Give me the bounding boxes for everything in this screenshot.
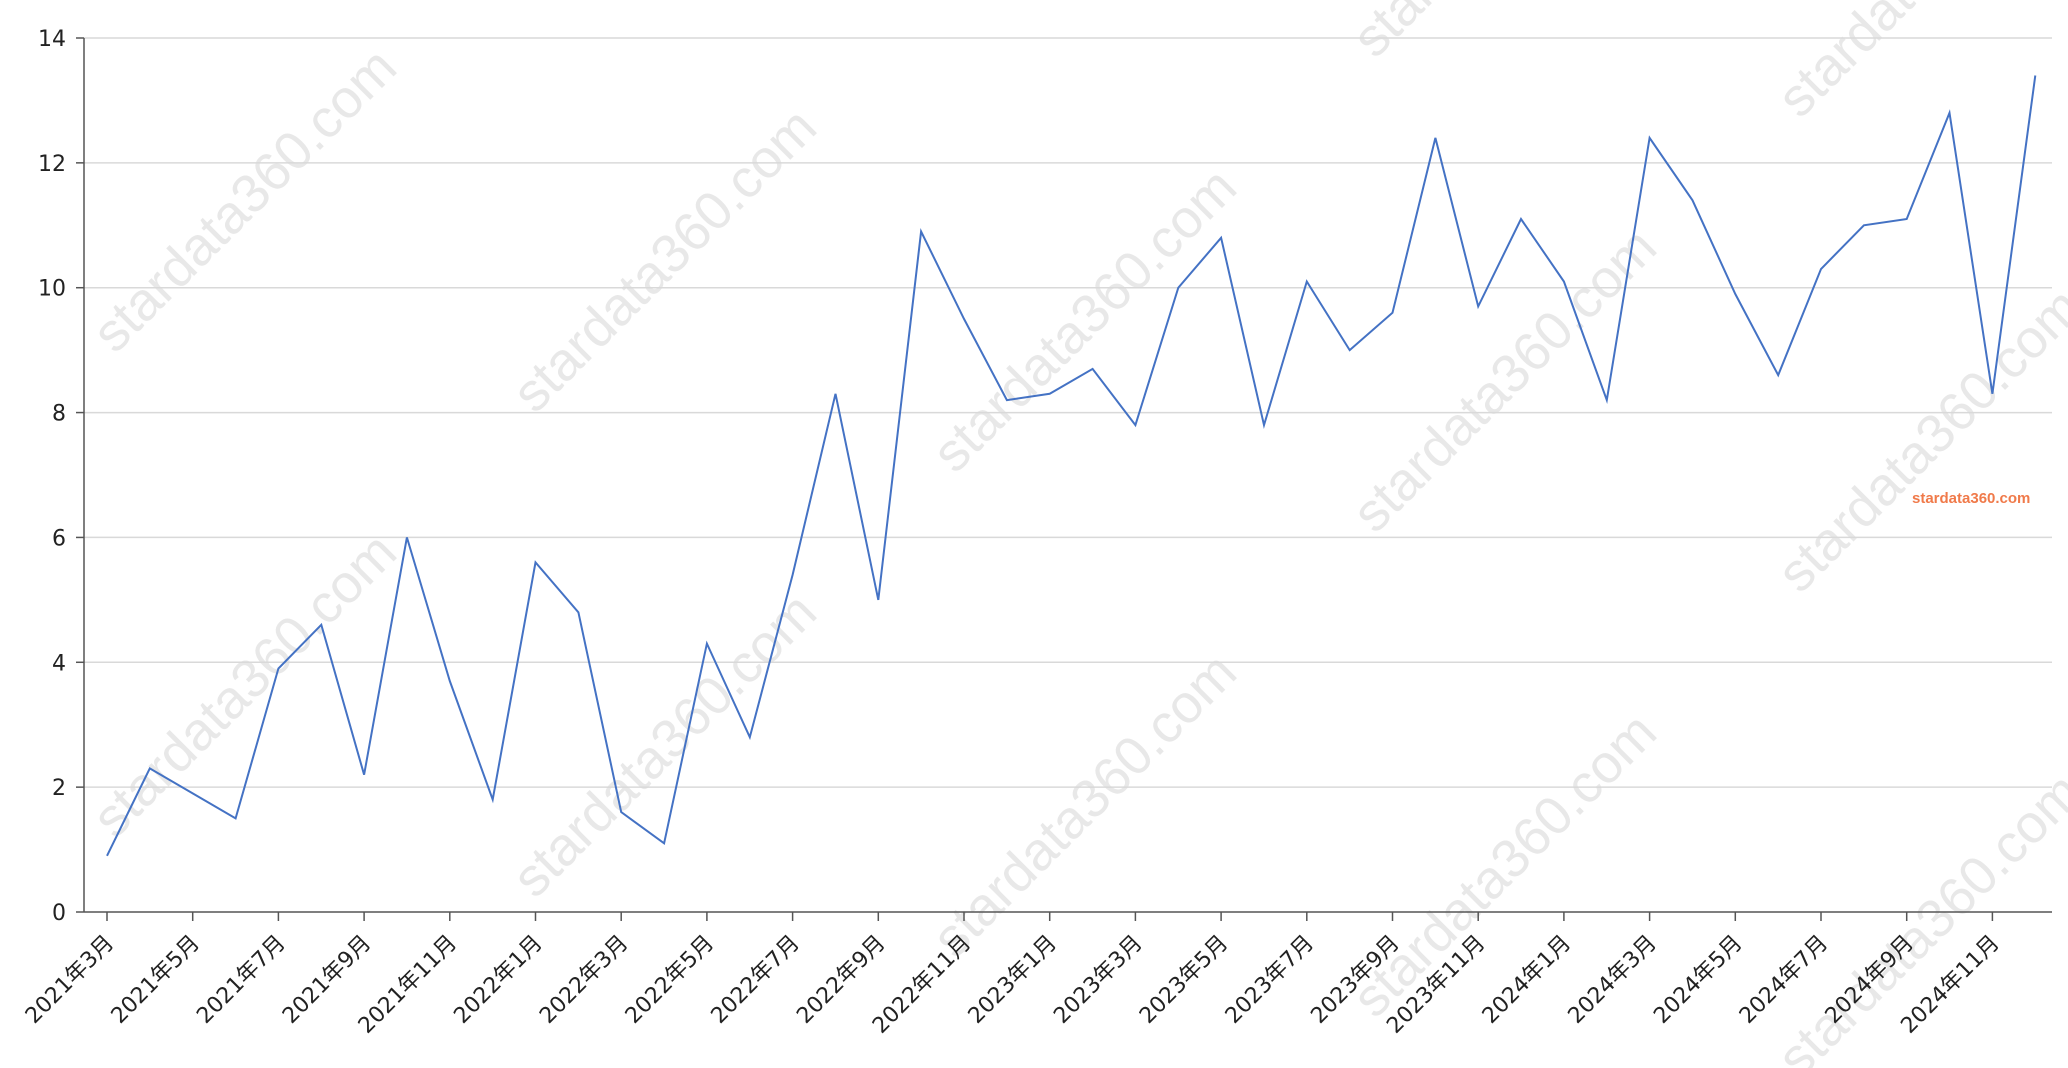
- y-tick-label: 12: [38, 152, 66, 177]
- y-tick-label: 4: [52, 651, 66, 676]
- watermark-text: stardata360.com: [921, 157, 1248, 484]
- brand-watermark: stardata360.com: [1912, 490, 2031, 507]
- x-tick-label: 2024年5月: [1649, 931, 1747, 1029]
- x-tick-label: 2021年7月: [192, 931, 290, 1029]
- x-tick-label: 2024年3月: [1564, 931, 1662, 1029]
- watermark-text: stardata360.com: [1341, 0, 1668, 68]
- watermark-text: stardata360.com: [921, 642, 1248, 969]
- y-tick-label: 0: [52, 901, 66, 926]
- x-tick-label: 2022年3月: [535, 931, 633, 1029]
- watermark-text: stardata360.com: [1766, 277, 2068, 604]
- x-tick-label: 2023年7月: [1221, 931, 1319, 1029]
- x-tick-label: 2022年7月: [707, 931, 805, 1029]
- y-tick-label: 6: [52, 526, 66, 551]
- y-tick-label: 8: [52, 402, 66, 427]
- x-tick-label: 2022年1月: [449, 931, 547, 1029]
- series-group: [106, 75, 2037, 857]
- x-tick-label: 2021年3月: [21, 931, 119, 1029]
- x-tick-label: 2022年5月: [621, 931, 719, 1029]
- y-axis: 0 2 4 6 8 10 12 14: [38, 27, 85, 926]
- watermark-text: stardata360.com: [501, 97, 828, 424]
- x-axis: 2021年3月2021年5月2021年7月2021年9月2021年11月2022…: [21, 911, 2052, 1039]
- x-tick-label: 2024年1月: [1478, 931, 1576, 1029]
- x-tick-label: 2023年5月: [1135, 931, 1233, 1029]
- watermark-text: stardata360.com: [1341, 217, 1668, 544]
- y-tick-label: 10: [38, 277, 66, 302]
- x-tick-label: 2023年3月: [1049, 931, 1147, 1029]
- watermark-text: stardata360.com: [81, 37, 408, 364]
- gridlines: [84, 37, 2052, 788]
- watermark-text: stardata360.com: [81, 522, 408, 849]
- x-tick-label: 2021年5月: [107, 931, 205, 1029]
- y-tick-label: 2: [52, 776, 66, 801]
- watermark-text: stardata360.com: [1766, 0, 2068, 128]
- y-tick-label: 14: [38, 27, 66, 52]
- series-line: [106, 75, 2037, 857]
